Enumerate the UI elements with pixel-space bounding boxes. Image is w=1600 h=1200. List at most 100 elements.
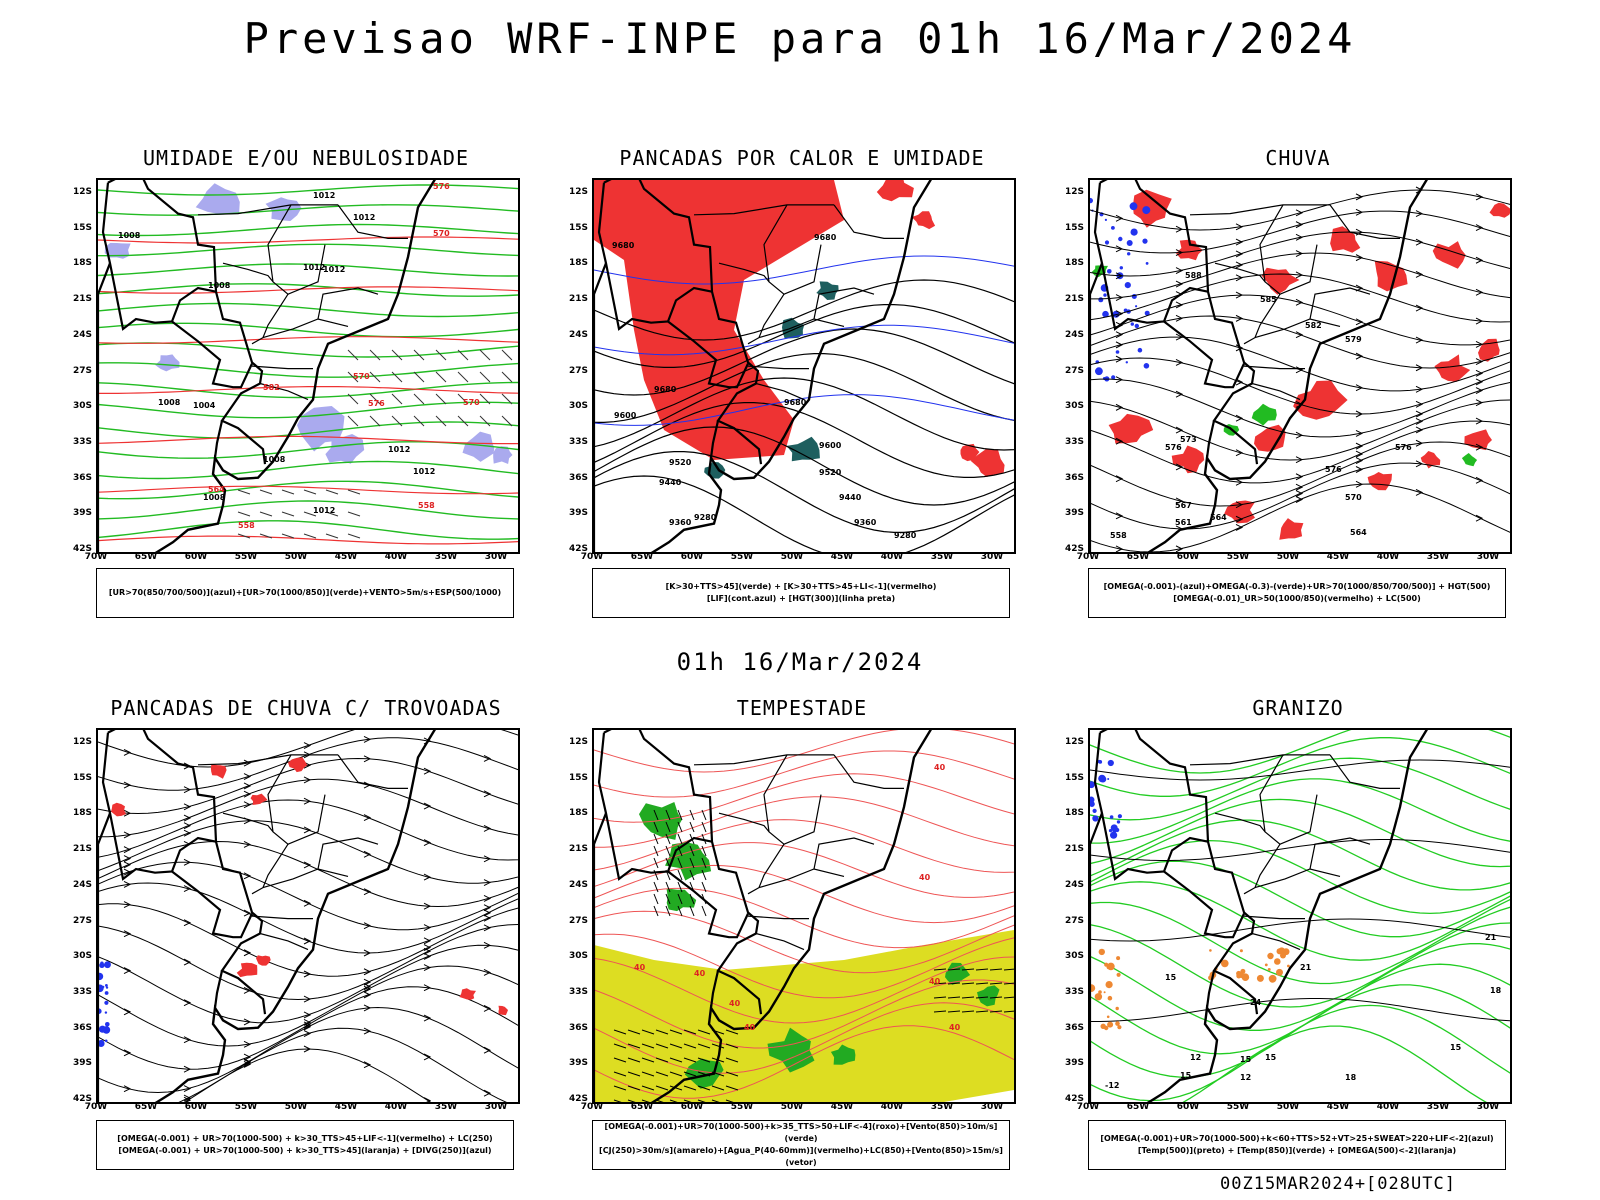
streamline-arrow (1115, 214, 1124, 222)
temp850-contour-green (1090, 860, 1510, 938)
streamline-black (98, 882, 518, 954)
height-contour-black (1090, 483, 1510, 552)
longitude-tick-label: 30W (484, 1102, 508, 1112)
streamline-arrow (483, 879, 492, 886)
height-contour-black (594, 402, 1014, 478)
rain-field-blue (1129, 202, 1138, 211)
page-title: Previsao WRF-INPE para 01h 16/Mar/2024 (243, 14, 1357, 63)
wind-vector (237, 533, 251, 539)
contour-label: 570 (463, 398, 480, 407)
longitude-tick-label: 35W (434, 1102, 458, 1112)
longitude-tick-label: 65W (134, 1102, 158, 1112)
state-border (833, 754, 904, 789)
panel-title-tempestade: TEMPESTADE (736, 696, 868, 720)
latitude-tick-label: 30S (1064, 951, 1084, 962)
contour-label: 1008 (203, 493, 226, 502)
rain-field-blue (1142, 238, 1148, 244)
wind-vector (689, 869, 695, 881)
wind-vector (677, 809, 683, 821)
wind-vector (947, 982, 961, 985)
rain-field-blue (1143, 363, 1150, 369)
latitude-tick-label: 12S (1064, 187, 1084, 197)
rain-field-blue (1125, 361, 1128, 364)
wind-vector (669, 1043, 683, 1049)
wind-vector (975, 1010, 989, 1013)
contour-label: 1008 (118, 231, 141, 240)
divergence-field-blue (104, 991, 109, 995)
longitude-tick-label: 70W (1076, 552, 1100, 562)
contour-label: 570 (353, 372, 370, 381)
map-canvas-pancadas-calor: 9680 9680 9680 9600 9600 9520 9520 9440 9440 9360… (594, 180, 1014, 552)
streamline-arrow (1235, 478, 1244, 486)
coastline (154, 180, 436, 552)
contour-label: 570 (433, 229, 450, 238)
streamline-arrow (123, 1008, 132, 1016)
longitude-tick-label: 55W (234, 1102, 258, 1112)
thickness-contour-red (98, 236, 518, 244)
latitude-tick-label: 18S (568, 808, 588, 819)
contour-label: 40 (934, 763, 946, 772)
wind-vector (627, 1057, 641, 1063)
streamline-arrow (183, 786, 192, 794)
wind-vector (641, 1057, 655, 1063)
humidity-contour-green (98, 243, 518, 257)
streamline-arrow (483, 1004, 492, 1012)
streamline-arrow (1295, 483, 1304, 491)
wind-vector (325, 533, 339, 539)
streamline-arrow (1115, 294, 1124, 301)
wind-vector (627, 1099, 636, 1102)
longitude-tick-label: 55W (234, 552, 258, 562)
humidity-contour-green (98, 184, 518, 196)
longitude-tick-label: 55W (730, 1102, 754, 1112)
streamline-arrow (1475, 378, 1484, 386)
rain-field-green (1461, 453, 1478, 467)
height-contour-black (1090, 294, 1510, 346)
omega-field-orange (1256, 974, 1264, 982)
wind-vector (655, 1029, 669, 1035)
wind-vector (627, 1029, 641, 1035)
streamline-arrow (303, 776, 312, 784)
omega-field-orange (1098, 990, 1102, 994)
streamline-arrow (1415, 336, 1424, 344)
wind-vector (369, 349, 381, 361)
rain-field-red (1171, 445, 1205, 474)
wind-vector (479, 415, 491, 427)
rain-field-green (1251, 403, 1277, 426)
omega-field-orange (1280, 952, 1286, 959)
temp500-contour-black (1090, 998, 1510, 1022)
wind-vector (501, 349, 513, 361)
thunderstorm-field-red (459, 988, 476, 1000)
streamline-arrow (243, 872, 252, 880)
wind-vector (947, 1010, 961, 1013)
streamline-arrow (483, 941, 492, 949)
legend-caption-line: [OMEGA(-0.001) + UR>70(1000-500) + k>30_… (118, 1146, 492, 1155)
streamline-arrow (1355, 457, 1364, 465)
longitude-tick-label: 70W (1076, 1102, 1100, 1112)
map-panel-chuva: 588 585 582 579 576 576 576 573 570 567 564 561 558 5… (1088, 178, 1512, 554)
streamline-arrow (483, 1089, 492, 1097)
streamline-arrow (183, 958, 192, 966)
latitude-tick-label: 12S (1064, 737, 1084, 747)
streamline-arrow (423, 1053, 432, 1061)
humidity-contour-green (98, 421, 518, 439)
contour-label: 40 (929, 977, 941, 986)
streamline-arrow (1475, 387, 1484, 394)
rain-field-red (1279, 518, 1304, 540)
contour-label: 1004 (193, 401, 216, 410)
wind-vector (413, 415, 425, 427)
wind-vector (665, 893, 671, 905)
streamline-arrow (1475, 288, 1484, 296)
temp850-contour-green (1090, 798, 1510, 868)
temp850-contour-green (1090, 881, 1510, 961)
streamline-arrow (1295, 298, 1304, 306)
wind-vector (701, 845, 707, 857)
rain-field-red (1254, 424, 1286, 452)
humidity-contour-green (98, 362, 518, 378)
height-contour-black (594, 328, 1014, 396)
height-contour-black (1090, 462, 1510, 530)
streamline-arrow (1475, 317, 1484, 325)
wind-vector (457, 393, 469, 405)
streamline-arrow (1355, 480, 1364, 488)
omega-field-orange (1098, 948, 1105, 956)
longitude-tick-label: 50W (1276, 552, 1300, 562)
